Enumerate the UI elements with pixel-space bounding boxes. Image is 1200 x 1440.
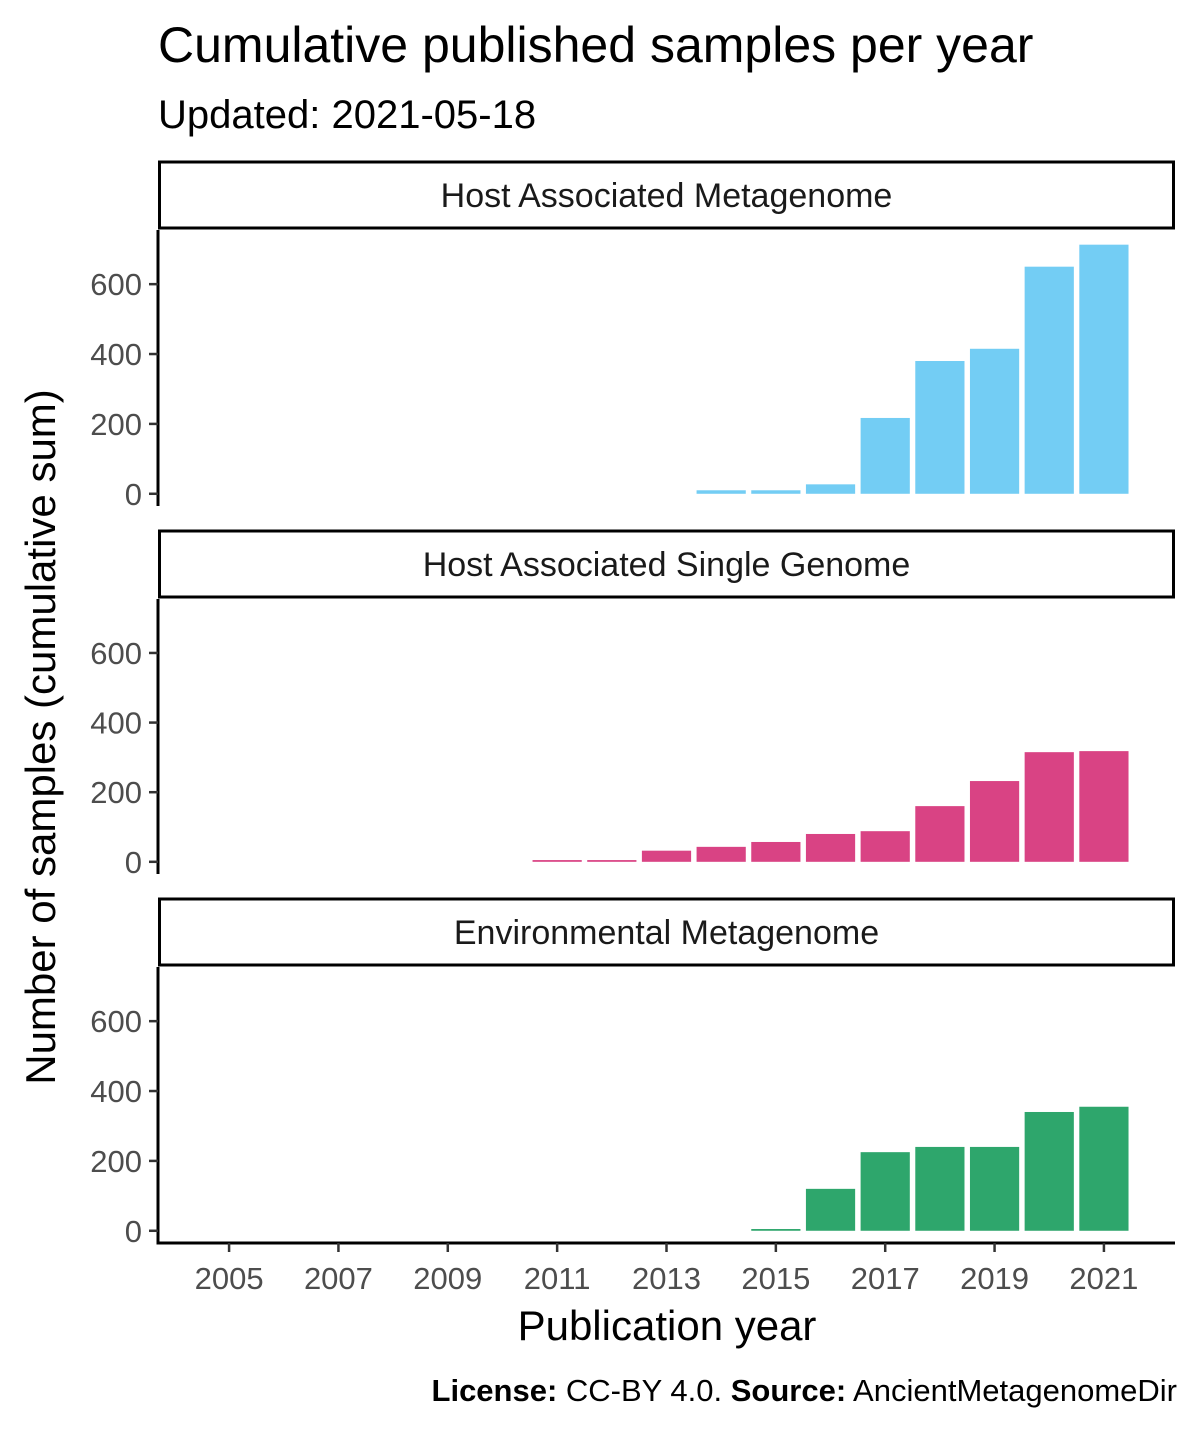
y-tick-label: 0: [125, 1214, 142, 1249]
x-tick-label: 2013: [632, 1261, 701, 1296]
bar: [696, 490, 746, 494]
y-tick-label: 600: [90, 636, 142, 671]
y-tick-label: 0: [125, 845, 142, 880]
facet-panel: Host Associated Metagenome 0 200 400 600: [90, 160, 1175, 512]
source-label: Source:: [731, 1373, 846, 1408]
bar: [805, 484, 856, 494]
bar: [969, 1146, 1020, 1231]
y-tick-label: 400: [90, 706, 142, 741]
x-tick-label: 2011: [524, 1261, 591, 1296]
bar: [1024, 752, 1074, 862]
bar: [696, 846, 746, 862]
source-value: AncientMetagenomeDir: [846, 1373, 1177, 1408]
bar: [751, 841, 801, 862]
facet-strip-label: Environmental Metagenome: [454, 914, 879, 952]
bar: [915, 806, 965, 862]
bar: [915, 1146, 965, 1231]
facet-panel: Environmental Metagenome 0 200 400 600: [90, 897, 1175, 1249]
facet-panels: Host Associated Metagenome0200400600Host…: [90, 160, 1175, 1296]
y-tick-label: 200: [90, 1144, 142, 1179]
license-label: License:: [432, 1373, 558, 1408]
y-tick-label: 400: [90, 337, 142, 372]
x-tick-label: 2005: [195, 1261, 264, 1296]
facet-strip: [158, 897, 1175, 967]
bar: [805, 833, 856, 862]
facet-strip: [158, 529, 1175, 599]
license-value: CC-BY 4.0.: [557, 1373, 730, 1408]
facet-strip: [158, 160, 1175, 230]
bar: [860, 1152, 910, 1231]
x-tick-label: 2007: [304, 1261, 373, 1296]
bar: [751, 1229, 801, 1231]
x-tick-label: 2009: [413, 1261, 482, 1296]
bar: [860, 417, 910, 494]
bar: [751, 490, 801, 494]
bar: [587, 860, 637, 862]
caption: License: CC-BY 4.0. Source: AncientMetag…: [432, 1373, 1177, 1408]
x-axis-title: Publication year: [518, 1302, 817, 1349]
bar: [532, 860, 582, 862]
x-tick-label: 2021: [1069, 1261, 1138, 1296]
bar: [1024, 266, 1074, 494]
x-tick-label: 2015: [741, 1261, 810, 1296]
chart-title: Cumulative published samples per year: [158, 17, 1033, 73]
y-axis-title: Number of samples (cumulative sum): [17, 389, 64, 1085]
y-tick-label: 200: [90, 775, 142, 810]
bar: [860, 831, 910, 862]
facet-strip-label: Host Associated Metagenome: [441, 177, 893, 215]
facet-panel: Host Associated Single Genome 0 200 400 600: [90, 529, 1175, 880]
bar: [969, 781, 1020, 862]
bar: [641, 850, 692, 862]
chart-subtitle: Updated: 2021-05-18: [158, 93, 536, 137]
bar: [915, 361, 965, 494]
bar: [1024, 1111, 1074, 1231]
x-tick-label: 2017: [851, 1261, 920, 1296]
bar: [1079, 751, 1129, 862]
y-tick-label: 600: [90, 267, 142, 302]
bar: [805, 1188, 856, 1231]
x-axis: 2005 2007 2009 2011 2013 2015 2017 2019 2021: [156, 1241, 1175, 1296]
bar: [1079, 244, 1129, 494]
bar: [1079, 1106, 1129, 1231]
x-tick-label: 2019: [960, 1261, 1029, 1296]
y-tick-label: 200: [90, 407, 142, 442]
bar: [969, 348, 1020, 494]
y-tick-label: 600: [90, 1004, 142, 1039]
y-tick-label: 0: [125, 477, 142, 512]
y-tick-label: 400: [90, 1074, 142, 1109]
facet-strip-label: Host Associated Single Genome: [423, 546, 911, 584]
